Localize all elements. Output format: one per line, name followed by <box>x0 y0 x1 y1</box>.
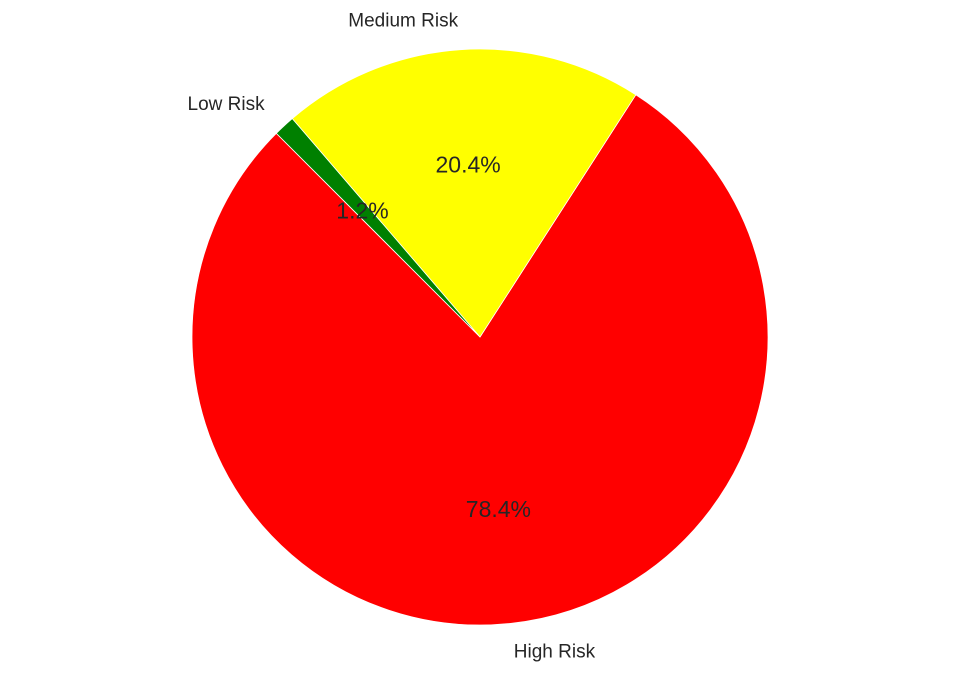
slice-percent-low-risk: 1.2% <box>336 197 388 223</box>
pie-labels: High Risk 78.4% Medium Risk 20.4% Low Risk 1.… <box>188 11 596 663</box>
pie-slice-high-risk <box>191 94 769 626</box>
pie-slice-low-risk <box>275 118 481 338</box>
slice-percent-medium-risk: 20.4% <box>435 152 500 178</box>
pie-slice-medium-risk <box>291 48 637 338</box>
slice-label-high-risk: High Risk <box>514 642 596 663</box>
slice-label-low-risk: Low Risk <box>188 94 266 115</box>
slice-label-medium-risk: Medium Risk <box>348 11 458 32</box>
slice-percent-high-risk: 78.4% <box>466 496 531 522</box>
pie-slices <box>191 48 769 626</box>
